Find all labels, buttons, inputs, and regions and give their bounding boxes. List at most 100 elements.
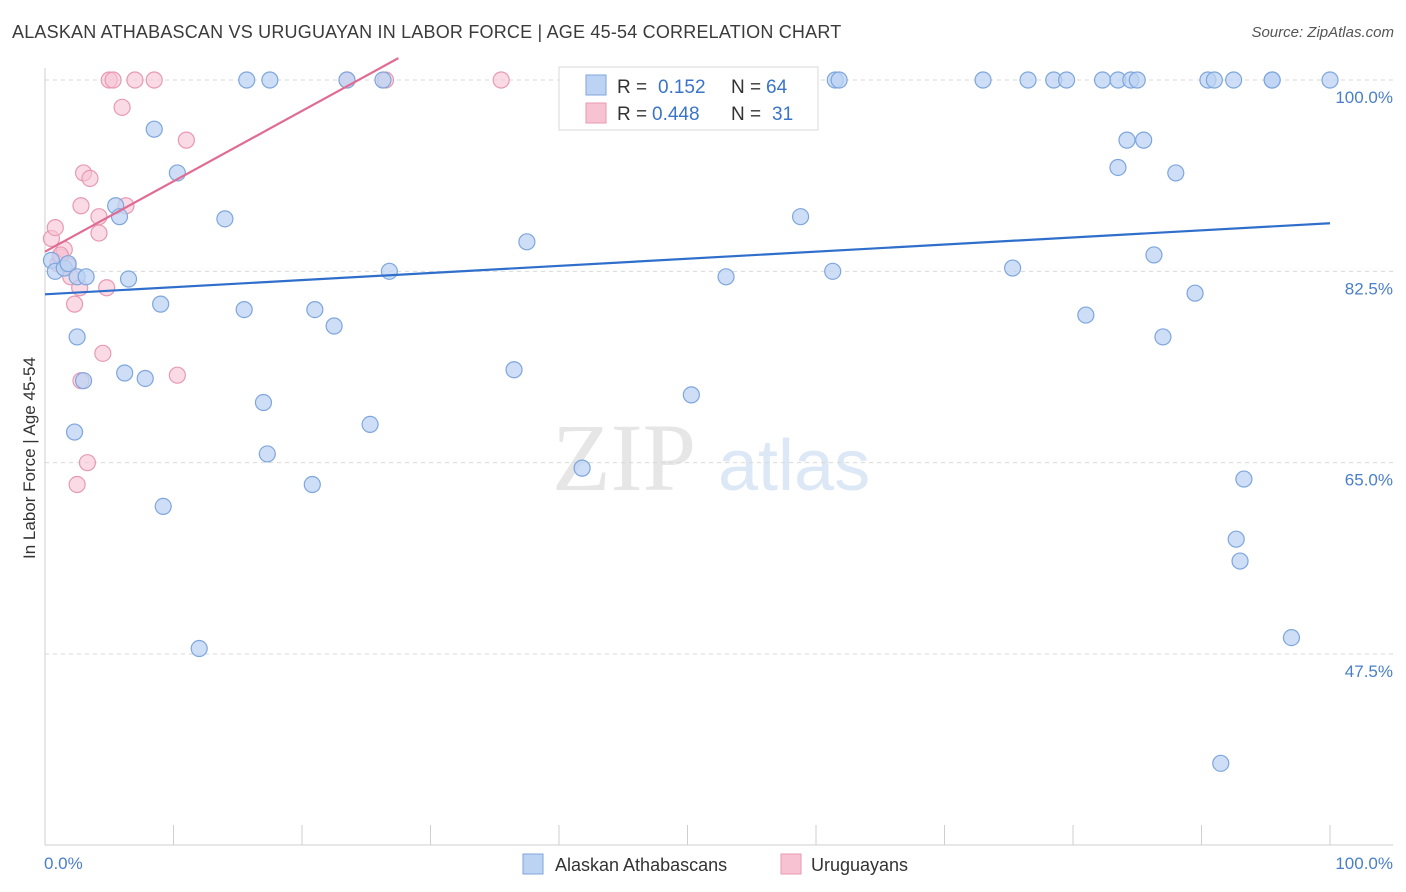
legend-swatch-pink bbox=[585, 102, 607, 124]
bottom-legend-label-uruguayans: Uruguayans bbox=[811, 855, 908, 875]
uruguayan-point-16 bbox=[78, 454, 97, 472]
legend-r-value-2: 0.448 bbox=[652, 104, 700, 125]
bottom-legend-label-athabascans: Alaskan Athabascans bbox=[555, 855, 727, 875]
athabascan-point-66 bbox=[1231, 552, 1249, 570]
uruguayan-point-11 bbox=[81, 169, 99, 187]
athabascan-point-52 bbox=[1154, 328, 1172, 346]
athabascan-point-23 bbox=[116, 364, 134, 382]
athabascan-point-47 bbox=[1077, 306, 1095, 324]
athabascan-point-18 bbox=[380, 262, 398, 280]
athabascan-point-68 bbox=[1212, 754, 1230, 772]
athabascan-point-3 bbox=[59, 255, 77, 273]
series-legend: Alaskan Athabascans Uruguayans bbox=[522, 853, 908, 875]
athabascan-point-62 bbox=[1263, 71, 1281, 89]
legend-n-label-2: N = bbox=[731, 104, 761, 125]
athabascan-point-42 bbox=[974, 71, 992, 89]
correlation-legend: R = 0.152 N = 64 R = 0.448 N = 31 bbox=[558, 66, 819, 131]
athabascan-point-13 bbox=[235, 301, 253, 319]
athabascan-point-24 bbox=[136, 369, 154, 388]
uruguayan-point-20 bbox=[113, 98, 131, 116]
x-tick-label-max: 100.0% bbox=[1335, 854, 1393, 873]
athabascan-point-28 bbox=[303, 475, 321, 494]
uruguayan-point-21 bbox=[126, 71, 144, 89]
athabascan-point-69 bbox=[1321, 71, 1339, 89]
athabascan-point-65 bbox=[1227, 530, 1245, 548]
athabascan-point-55 bbox=[1135, 131, 1153, 149]
athabascan-point-33 bbox=[518, 233, 536, 251]
athabascan-point-22 bbox=[74, 372, 93, 390]
legend-n-label-1: N = bbox=[731, 77, 761, 98]
axes bbox=[44, 68, 1393, 846]
y-tick-label-0: 47.5% bbox=[1345, 662, 1393, 681]
legend-n-value-1: 64 bbox=[766, 77, 788, 98]
uruguayan-point-19 bbox=[104, 71, 122, 89]
athabascan-point-20 bbox=[325, 317, 343, 335]
y-tick-labels: 47.5% 65.0% 82.5% 100.0% bbox=[1335, 88, 1393, 681]
athabascan-point-44 bbox=[1019, 71, 1037, 89]
legend-n-value-2: 31 bbox=[772, 104, 793, 125]
athabascan-point-64 bbox=[1235, 470, 1253, 488]
athabascan-trend-line bbox=[44, 222, 1331, 296]
grid bbox=[45, 79, 1393, 655]
athabascan-point-19 bbox=[306, 301, 324, 319]
athabascan-point-60 bbox=[1225, 71, 1243, 89]
uruguayan-point-7 bbox=[65, 295, 84, 313]
watermark: ZIP atlas bbox=[552, 404, 870, 511]
uruguayan-point-13 bbox=[98, 279, 116, 297]
athabascan-point-43 bbox=[1004, 259, 1022, 277]
bottom-legend-swatch-blue bbox=[522, 853, 544, 875]
chart-source: Source: ZipAtlas.com bbox=[1251, 24, 1394, 41]
watermark-atlas: atlas bbox=[718, 426, 870, 506]
athabascan-point-10 bbox=[152, 295, 170, 313]
athabascan-point-31 bbox=[190, 639, 208, 658]
athabascan-point-9 bbox=[145, 120, 163, 138]
athabascan-point-17 bbox=[374, 71, 392, 89]
athabascan-point-14 bbox=[238, 71, 256, 89]
uruguayan-point-23 bbox=[177, 131, 195, 149]
watermark-zip: ZIP bbox=[552, 404, 696, 511]
y-tick-label-1: 65.0% bbox=[1345, 471, 1393, 490]
athabascan-point-51 bbox=[1128, 71, 1146, 89]
x-tick-labels: 0.0% 100.0% bbox=[44, 854, 1393, 873]
uruguayan-point-14 bbox=[94, 344, 112, 362]
athabascan-point-5 bbox=[77, 268, 95, 286]
athabascan-point-67 bbox=[1282, 628, 1301, 647]
athabascan-point-54 bbox=[1186, 284, 1204, 302]
athabascan-point-46 bbox=[1057, 71, 1076, 89]
athabascan-point-38 bbox=[791, 208, 810, 226]
athabascan-point-40 bbox=[830, 71, 848, 89]
x-tick-label-min: 0.0% bbox=[44, 854, 83, 873]
athabascan-point-29 bbox=[154, 497, 172, 515]
uruguayan-trend-line bbox=[44, 57, 399, 253]
athabascan-point-8 bbox=[119, 270, 138, 288]
trend-lines bbox=[44, 57, 1331, 296]
uruguayan-point-17 bbox=[68, 475, 86, 494]
athabascan-point-36 bbox=[717, 268, 735, 286]
athabascan-point-32 bbox=[505, 361, 523, 379]
uruguayan-point-22 bbox=[145, 71, 163, 89]
uruguayan-point-1 bbox=[46, 219, 64, 237]
uruguayan-point-25 bbox=[168, 366, 186, 384]
athabascan-point-34 bbox=[573, 459, 591, 477]
y-tick-label-2: 82.5% bbox=[1345, 279, 1393, 298]
legend-r-label-2: R = bbox=[617, 104, 647, 125]
athabascan-point-15 bbox=[261, 71, 279, 89]
athabascan-point-53 bbox=[1167, 164, 1185, 182]
athabascan-point-41 bbox=[824, 262, 842, 280]
uruguayan-point-12 bbox=[90, 224, 108, 242]
athabascan-point-12 bbox=[216, 210, 234, 228]
athabascan-point-57 bbox=[1109, 158, 1127, 177]
y-tick-label-3: 100.0% bbox=[1335, 88, 1393, 107]
legend-swatch-blue bbox=[585, 74, 607, 96]
athabascan-point-21 bbox=[68, 328, 86, 346]
athabascan-point-26 bbox=[258, 445, 276, 463]
athabascan-point-25 bbox=[254, 393, 273, 412]
y-axis-label: In Labor Force | Age 45-54 bbox=[20, 357, 39, 559]
athabascan-point-48 bbox=[1093, 71, 1112, 89]
legend-r-value-1: 0.152 bbox=[658, 77, 706, 98]
uruguayan-point-28 bbox=[492, 71, 510, 89]
athabascan-point-30 bbox=[65, 423, 84, 441]
athabascan-point-35 bbox=[682, 386, 700, 404]
uruguayan-point-9 bbox=[72, 197, 90, 215]
